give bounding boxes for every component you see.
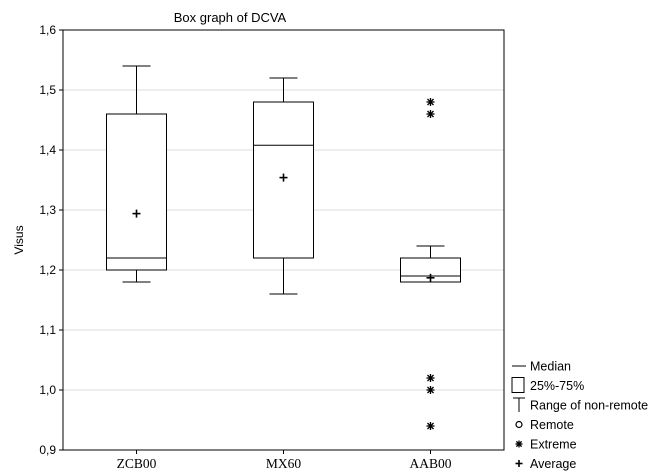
legend-asterisk-icon xyxy=(516,441,523,448)
box-iqr xyxy=(107,114,167,270)
box-plot-zcb00 xyxy=(107,66,167,282)
legend-item-plus: Average xyxy=(516,457,577,471)
y-tick-label: 1,2 xyxy=(39,263,56,277)
legend-item-box: 25%-75% xyxy=(512,378,584,394)
legend-label: 25%-75% xyxy=(530,379,584,393)
y-tick-label: 1,1 xyxy=(39,323,56,337)
legend-label: Remote xyxy=(530,418,574,432)
y-tick-label: 1,4 xyxy=(39,143,56,157)
extreme-point xyxy=(427,98,435,106)
extreme-point xyxy=(427,374,435,382)
box-series xyxy=(107,66,461,430)
x-tick-label: ZCB00 xyxy=(117,456,157,471)
extreme-point xyxy=(427,422,435,430)
chart-title: Box graph of DCVA xyxy=(174,10,287,25)
legend-item-whisker: Range of non-remote xyxy=(513,398,648,413)
y-tick-label: 1,3 xyxy=(39,203,56,217)
y-axis-label: Visus xyxy=(12,225,26,254)
legend-plus-icon xyxy=(516,460,523,467)
box-plot-aab00 xyxy=(401,98,461,430)
y-tick-label: 1,6 xyxy=(39,23,56,37)
x-axis-ticks: ZCB00 MX60 AAB00 xyxy=(117,450,452,471)
box-plot-mx60 xyxy=(254,78,314,294)
legend-whisker-icon xyxy=(513,398,525,412)
legend-label: Extreme xyxy=(530,438,577,452)
legend-label: Average xyxy=(530,457,576,471)
legend-item-circle: Remote xyxy=(516,418,574,432)
legend-item-asterisk: Extreme xyxy=(516,438,577,452)
extreme-point xyxy=(427,386,435,394)
x-tick-label: MX60 xyxy=(266,456,302,471)
y-axis-ticks: 0,9 1,0 1,1 1,2 1,3 1,4 1,5 1,6 xyxy=(39,23,63,457)
x-tick-label: AAB00 xyxy=(409,456,451,471)
legend-item-median-line: Median xyxy=(512,360,571,374)
legend-label: Range of non-remote xyxy=(530,399,648,413)
legend: Median 25%-75% Range of non-remote Remote Ex… xyxy=(512,360,648,472)
y-tick-label: 1,0 xyxy=(39,383,56,397)
y-tick-label: 0,9 xyxy=(39,443,56,457)
legend-circle-icon xyxy=(516,422,522,428)
y-tick-label: 1,5 xyxy=(39,83,56,97)
extreme-point xyxy=(427,110,435,118)
legend-box-icon xyxy=(512,378,524,393)
legend-label: Median xyxy=(530,360,571,374)
